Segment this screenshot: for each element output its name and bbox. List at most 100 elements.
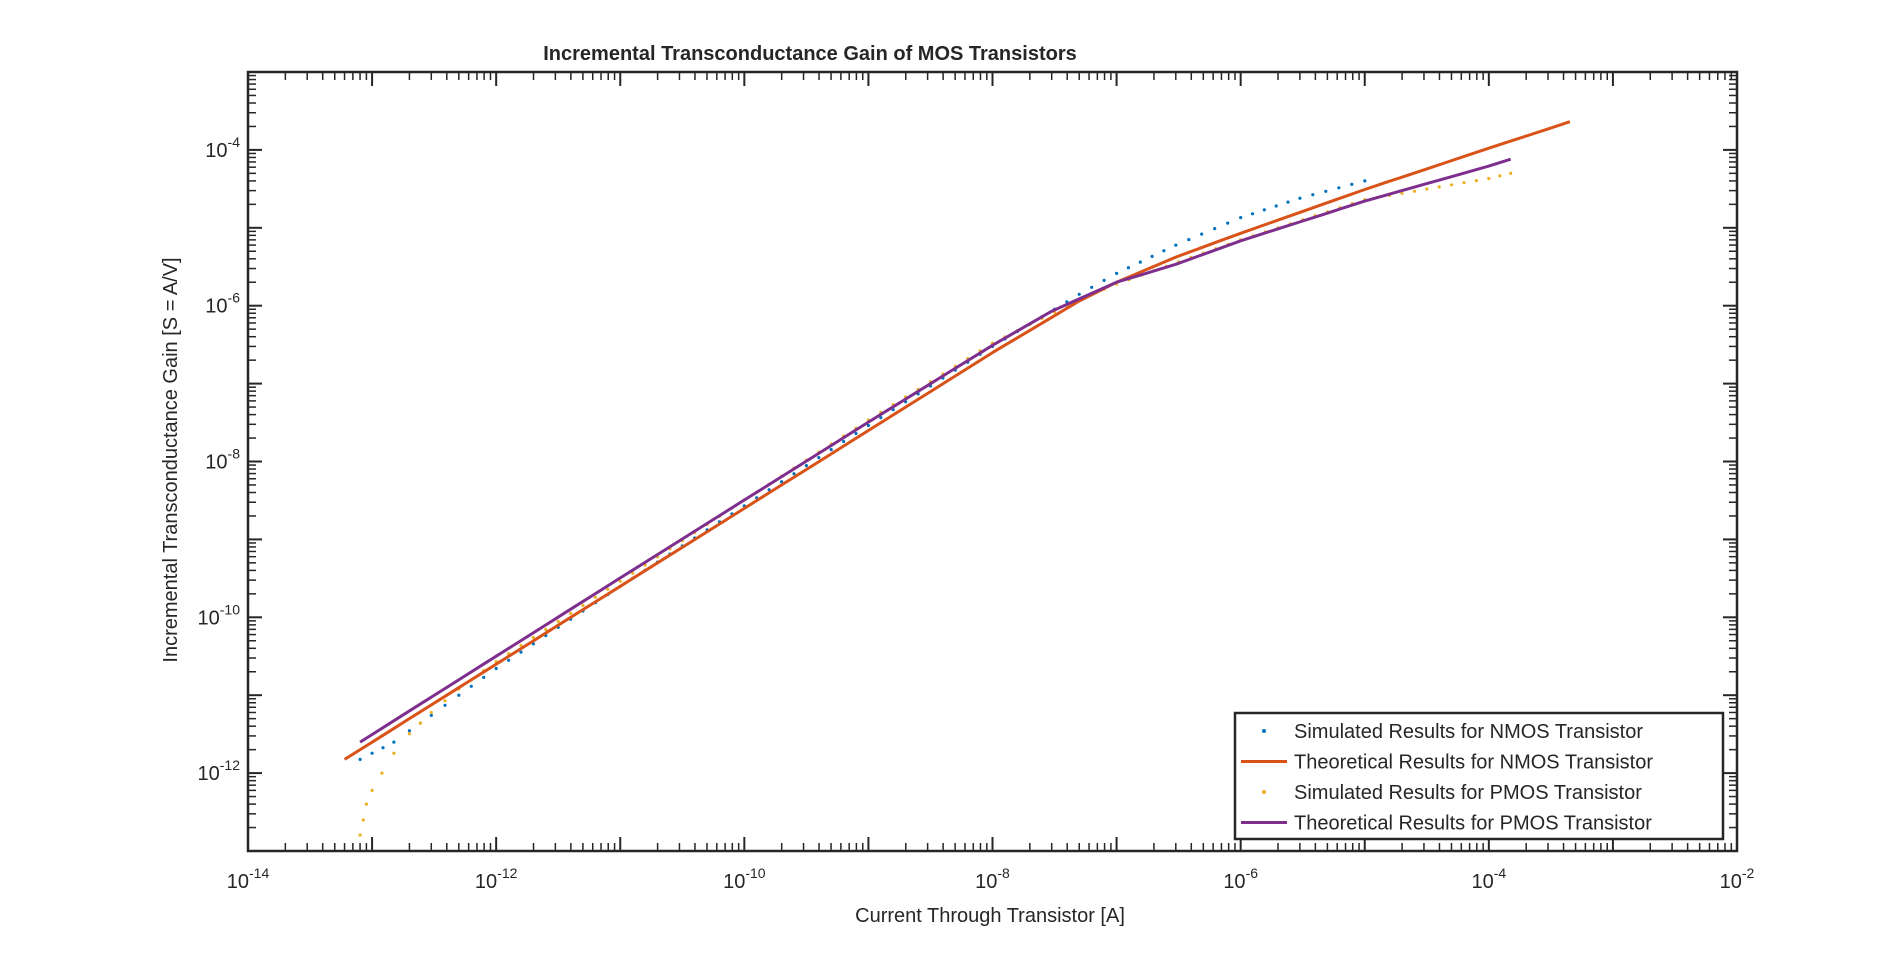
data-point — [817, 456, 821, 460]
data-point — [1311, 193, 1315, 197]
data-point — [1200, 232, 1204, 236]
data-point — [392, 740, 396, 744]
data-point — [767, 488, 771, 492]
data-point — [361, 818, 365, 822]
data-point — [370, 751, 374, 755]
minor-ticks — [248, 72, 1737, 851]
data-point — [792, 472, 796, 476]
data-point — [1462, 181, 1466, 185]
data-point — [429, 710, 433, 715]
y-tick-label: 10-12 — [198, 757, 241, 785]
data-point — [1239, 216, 1243, 220]
data-point — [358, 833, 362, 837]
data-point — [1487, 176, 1491, 181]
data-point — [1437, 185, 1441, 189]
data-point — [1324, 189, 1328, 193]
data-point — [1213, 227, 1217, 231]
data-point — [358, 757, 362, 762]
data-point — [780, 480, 784, 484]
data-point — [1174, 243, 1178, 247]
data-point — [1450, 183, 1454, 187]
x-tick-label: 10-8 — [975, 865, 1010, 893]
y-axis-label: Incremental Transconductance Gain [S = A… — [160, 257, 182, 662]
data-point — [1226, 221, 1230, 225]
data-point — [443, 703, 447, 707]
data-point — [1363, 179, 1367, 183]
data-point — [866, 423, 871, 428]
data-point — [1115, 271, 1119, 275]
data-point — [370, 788, 374, 793]
data-point — [1350, 182, 1354, 186]
data-point — [1286, 200, 1290, 204]
x-tick-label: 10-12 — [475, 865, 518, 893]
series-simulated-results-for-nmos-transistor — [358, 179, 1367, 762]
y-tick-label: 10-4 — [205, 134, 240, 162]
data-point — [519, 650, 523, 654]
legend-dot-swatch — [1262, 729, 1266, 733]
series-theoretical-results-for-nmos-transistor — [343, 120, 1571, 761]
data-point — [842, 439, 846, 444]
data-point — [1138, 260, 1142, 264]
data-point — [569, 611, 573, 616]
y-tick-labels: 10-12 10-10 10-8 10-6 10-4 — [198, 134, 241, 785]
legend-label: Theoretical Results for NMOS Transistor — [1294, 752, 1653, 774]
legend-item: Simulated Results for PMOS Transistor — [1262, 782, 1642, 804]
series-layer — [343, 120, 1571, 837]
data-point — [556, 619, 560, 624]
x-tick-labels: 10-14 10-12 10-10 10-8 10-6 10-4 10-2 — [227, 865, 1755, 893]
x-tick-label: 10-2 — [1720, 865, 1755, 893]
y-tick-label: 10-8 — [205, 446, 240, 474]
legend-label: Simulated Results for PMOS Transistor — [1294, 782, 1642, 804]
data-point — [1412, 189, 1416, 193]
data-point — [593, 595, 598, 599]
data-point — [443, 699, 447, 703]
data-point — [1250, 212, 1255, 216]
data-point — [1474, 179, 1478, 183]
legend-dot-swatch — [1262, 790, 1266, 794]
x-tick-label: 10-4 — [1471, 865, 1506, 893]
data-point — [1337, 186, 1341, 190]
data-point — [381, 746, 385, 750]
data-point — [507, 658, 511, 662]
data-point — [494, 666, 498, 671]
x-tick-label: 10-14 — [227, 865, 270, 893]
data-point — [519, 643, 523, 648]
data-point — [482, 675, 486, 680]
legend-label: Simulated Results for NMOS Transistor — [1294, 721, 1643, 743]
series-line — [343, 120, 1571, 761]
data-point — [1162, 249, 1166, 253]
data-point — [418, 721, 422, 725]
x-axis-label: Current Through Transistor [A] — [855, 905, 1125, 927]
data-point — [1509, 171, 1513, 175]
data-point — [429, 713, 433, 718]
data-point — [1090, 285, 1094, 289]
plot-box — [246, 70, 1739, 853]
data-point — [1262, 208, 1266, 212]
data-point — [392, 751, 396, 755]
data-point — [1187, 238, 1191, 242]
legend-label: Theoretical Results for PMOS Transistor — [1294, 813, 1652, 835]
series-theoretical-results-for-pmos-transistor — [359, 157, 1512, 744]
data-point — [804, 464, 809, 468]
data-point — [457, 693, 461, 697]
data-point — [407, 729, 411, 733]
data-point — [1150, 254, 1154, 258]
data-point — [1498, 174, 1502, 178]
data-point — [618, 579, 622, 583]
legend-item: Simulated Results for NMOS Transistor — [1262, 721, 1643, 743]
data-point — [1126, 266, 1130, 270]
data-point — [1274, 204, 1278, 208]
data-point — [1298, 196, 1302, 200]
x-tick-label: 10-10 — [723, 865, 766, 893]
data-point — [364, 802, 368, 806]
data-point — [1102, 278, 1106, 282]
data-point — [380, 771, 384, 775]
data-point — [879, 416, 883, 420]
y-tick-label: 10-10 — [198, 601, 241, 629]
data-point — [581, 603, 585, 608]
legend-item: Theoretical Results for PMOS Transistor — [1241, 813, 1652, 835]
legend-box — [1233, 711, 1725, 841]
data-point — [407, 732, 411, 736]
